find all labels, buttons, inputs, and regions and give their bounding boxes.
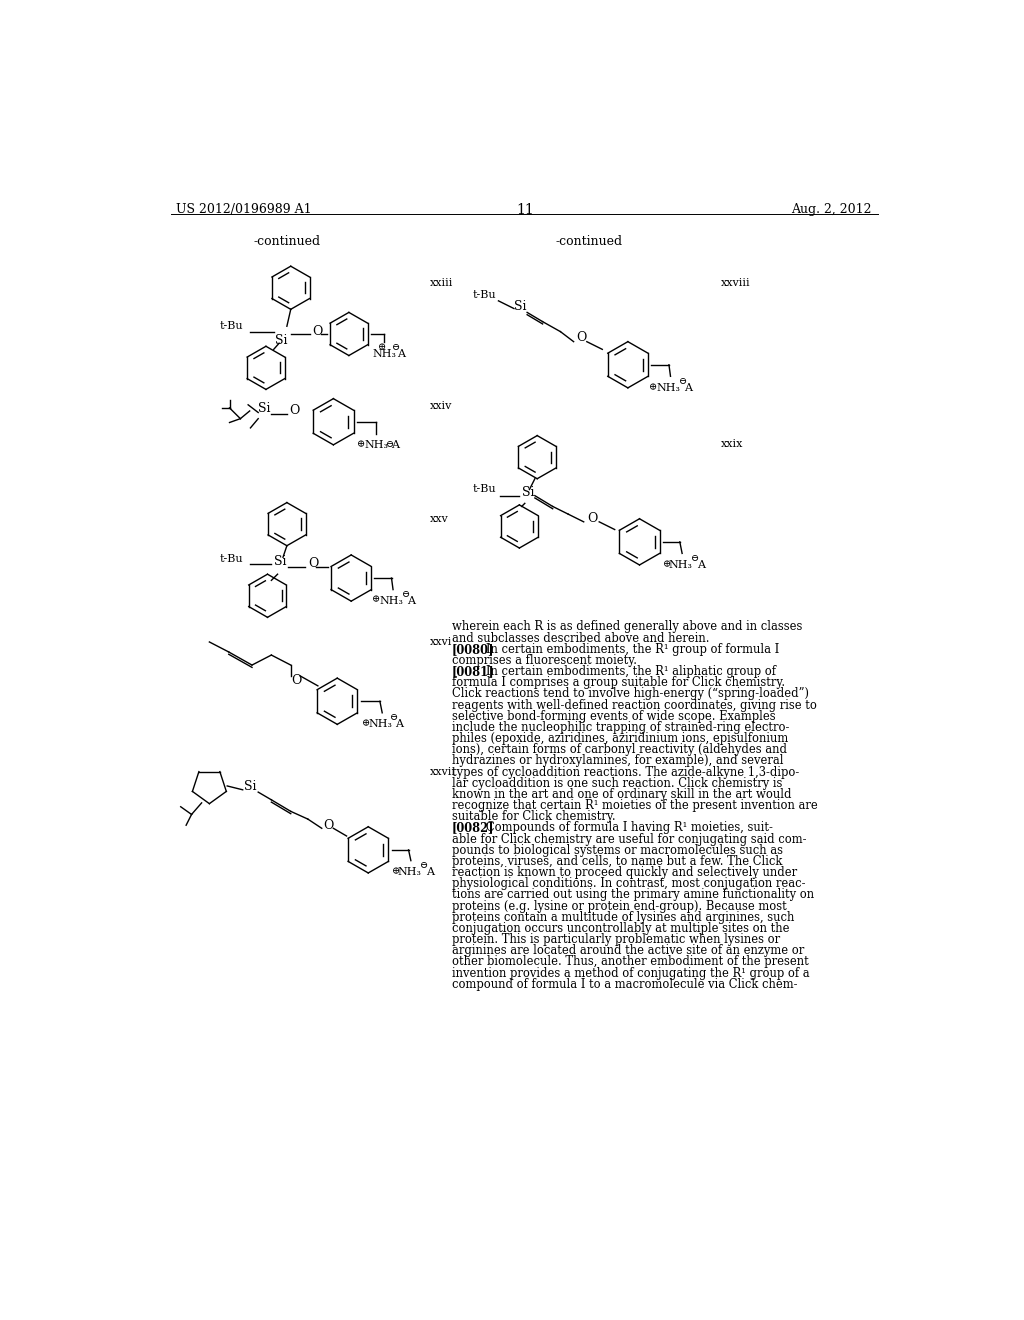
Text: proteins contain a multitude of lysines and arginines, such: proteins contain a multitude of lysines … <box>452 911 795 924</box>
Text: NH₃: NH₃ <box>373 350 397 359</box>
Text: selective bond-forming events of wide scope. Examples: selective bond-forming events of wide sc… <box>452 710 775 723</box>
Text: hydrazines or hydroxylamines, for example), and several: hydrazines or hydroxylamines, for exampl… <box>452 755 783 767</box>
Text: ions), certain forms of carbonyl reactivity (aldehydes and: ions), certain forms of carbonyl reactiv… <box>452 743 787 756</box>
Text: O: O <box>312 325 323 338</box>
Text: [0082]: [0082] <box>452 821 495 834</box>
Text: invention provides a method of conjugating the R¹ group of a: invention provides a method of conjugati… <box>452 966 810 979</box>
Text: t-Bu: t-Bu <box>473 290 497 301</box>
Text: NH₃: NH₃ <box>380 595 403 606</box>
Text: xxix: xxix <box>721 440 743 449</box>
Text: xxv: xxv <box>430 515 449 524</box>
Text: NH₃: NH₃ <box>656 383 681 393</box>
Text: tions are carried out using the primary amine functionality on: tions are carried out using the primary … <box>452 888 814 902</box>
Text: In certain embodiments, the R¹ group of formula I: In certain embodiments, the R¹ group of … <box>475 643 779 656</box>
Text: ⊕: ⊕ <box>663 560 671 569</box>
Text: -continued: -continued <box>253 235 321 248</box>
Text: ⊖: ⊖ <box>390 713 398 722</box>
Text: pounds to biological systems or macromolecules such as: pounds to biological systems or macromol… <box>452 843 783 857</box>
Text: In certain embodiments, the R¹ aliphatic group of: In certain embodiments, the R¹ aliphatic… <box>475 665 776 678</box>
Text: Si: Si <box>275 334 288 347</box>
Text: [0081]: [0081] <box>452 665 495 678</box>
Text: ⊖: ⊖ <box>679 378 687 385</box>
Text: NH₃: NH₃ <box>669 560 693 570</box>
Text: Si: Si <box>258 403 270 416</box>
Text: ⊖: ⊖ <box>386 441 394 449</box>
Text: arginines are located around the active site of an enzyme or: arginines are located around the active … <box>452 944 804 957</box>
Text: protein. This is particularly problematic when lysines or: protein. This is particularly problemati… <box>452 933 780 946</box>
Text: Si: Si <box>514 300 526 313</box>
Text: NH₃: NH₃ <box>365 441 388 450</box>
Text: 11: 11 <box>516 203 534 216</box>
Text: ⊖: ⊖ <box>420 861 428 870</box>
Text: A: A <box>684 383 692 393</box>
Text: ⊕: ⊕ <box>649 383 657 392</box>
Text: suitable for Click chemistry.: suitable for Click chemistry. <box>452 810 615 824</box>
Text: physiological conditions. In contrast, most conjugation reac-: physiological conditions. In contrast, m… <box>452 878 806 890</box>
Text: ⊕: ⊕ <box>378 343 386 352</box>
Text: O: O <box>575 330 587 343</box>
Text: Aug. 2, 2012: Aug. 2, 2012 <box>792 203 872 216</box>
Text: xxvi: xxvi <box>430 638 453 647</box>
Text: A: A <box>426 867 433 876</box>
Text: A: A <box>391 441 399 450</box>
Text: Click reactions tend to involve high-energy (“spring-loaded”): Click reactions tend to involve high-ene… <box>452 688 809 701</box>
Text: lar cycloaddition is one such reaction. Click chemistry is: lar cycloaddition is one such reaction. … <box>452 776 782 789</box>
Text: O: O <box>289 404 300 417</box>
Text: Si: Si <box>273 556 286 569</box>
Text: O: O <box>291 675 301 688</box>
Text: ⊖: ⊖ <box>691 554 699 564</box>
Text: able for Click chemistry are useful for conjugating said com-: able for Click chemistry are useful for … <box>452 833 807 846</box>
Text: t-Bu: t-Bu <box>219 554 243 564</box>
Text: Compounds of formula I having R¹ moieties, suit-: Compounds of formula I having R¹ moietie… <box>475 821 773 834</box>
Text: ⊖: ⊖ <box>391 343 399 352</box>
Text: proteins, viruses, and cells, to name but a few. The Click: proteins, viruses, and cells, to name bu… <box>452 855 782 867</box>
Text: -continued: -continued <box>556 235 623 248</box>
Text: xxviii: xxviii <box>721 277 751 288</box>
Text: Si: Si <box>521 486 535 499</box>
Text: comprises a fluorescent moiety.: comprises a fluorescent moiety. <box>452 653 637 667</box>
Text: compound of formula I to a macromolecule via Click chem-: compound of formula I to a macromolecule… <box>452 978 798 991</box>
Text: xxiv: xxiv <box>430 401 453 411</box>
Text: O: O <box>324 818 334 832</box>
Text: ⊕: ⊕ <box>372 595 380 605</box>
Text: [0080]: [0080] <box>452 643 495 656</box>
Text: US 2012/0196989 A1: US 2012/0196989 A1 <box>176 203 311 216</box>
Text: other biomolecule. Thus, another embodiment of the present: other biomolecule. Thus, another embodim… <box>452 956 809 969</box>
Text: A: A <box>397 350 404 359</box>
Text: ⊕: ⊕ <box>362 719 370 727</box>
Text: O: O <box>308 557 318 570</box>
Text: conjugation occurs uncontrollably at multiple sites on the: conjugation occurs uncontrollably at mul… <box>452 921 790 935</box>
Text: recognize that certain R¹ moieties of the present invention are: recognize that certain R¹ moieties of th… <box>452 799 818 812</box>
Text: A: A <box>395 719 403 729</box>
Text: xxvii: xxvii <box>430 767 457 776</box>
Text: Si: Si <box>245 780 257 793</box>
Text: ⊕: ⊕ <box>391 867 399 875</box>
Text: include the nucleophilic trapping of strained-ring electro-: include the nucleophilic trapping of str… <box>452 721 790 734</box>
Text: formula I comprises a group suitable for Click chemistry.: formula I comprises a group suitable for… <box>452 676 785 689</box>
Text: A: A <box>407 595 415 606</box>
Text: wherein each R is as defined generally above and in classes: wherein each R is as defined generally a… <box>452 620 803 634</box>
Text: A: A <box>697 560 705 570</box>
Text: ⊕: ⊕ <box>356 441 365 449</box>
Text: known in the art and one of ordinary skill in the art would: known in the art and one of ordinary ski… <box>452 788 792 801</box>
Text: and subclasses described above and herein.: and subclasses described above and herei… <box>452 631 710 644</box>
Text: proteins (e.g. lysine or protein end-group). Because most: proteins (e.g. lysine or protein end-gro… <box>452 899 786 912</box>
Text: NH₃: NH₃ <box>397 867 422 876</box>
Text: t-Bu: t-Bu <box>219 321 243 331</box>
Text: types of cycloaddition reactions. The azide-alkyne 1,3-dipo-: types of cycloaddition reactions. The az… <box>452 766 799 779</box>
Text: O: O <box>587 512 597 525</box>
Text: philes (epoxide, aziridines, aziridinium ions, episulfonium: philes (epoxide, aziridines, aziridinium… <box>452 733 788 744</box>
Text: reaction is known to proceed quickly and selectively under: reaction is known to proceed quickly and… <box>452 866 797 879</box>
Text: t-Bu: t-Bu <box>473 484 497 495</box>
Text: xxiii: xxiii <box>430 277 454 288</box>
Text: reagents with well-defined reaction coordinates, giving rise to: reagents with well-defined reaction coor… <box>452 698 817 711</box>
Text: ⊖: ⊖ <box>401 590 410 598</box>
Text: NH₃: NH₃ <box>369 719 392 729</box>
